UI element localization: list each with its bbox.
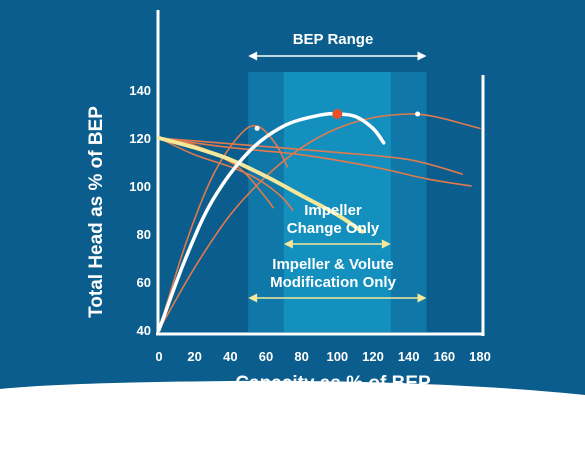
impeller-change-arrow	[283, 239, 391, 249]
y-axis-title: Total Head as % of BEP	[86, 106, 107, 318]
volute-modification-arrow	[248, 293, 427, 303]
system-curve-3	[158, 137, 472, 187]
head-curve-small	[158, 124, 289, 331]
impeller-change-label-line2: Change Only	[287, 220, 380, 237]
y-tick-label: 40	[137, 323, 151, 338]
system-curve-4	[158, 137, 463, 175]
y-tick-label: 80	[137, 227, 151, 242]
head-curve-large	[158, 113, 481, 331]
system-curve-2	[158, 137, 294, 211]
x-tick-label: 80	[294, 349, 308, 364]
x-tick-label: 0	[155, 349, 162, 364]
curve-point-marker	[254, 125, 260, 131]
x-tick-label: 140	[398, 349, 420, 364]
impeller-change-label-line1: Impeller	[304, 202, 362, 219]
x-tick-label: 20	[187, 349, 201, 364]
x-tick-label: 100	[326, 349, 348, 364]
x-tick-label: 60	[259, 349, 273, 364]
x-tick-label: 180	[469, 349, 491, 364]
volute-modification-label-line1: Impeller & Volute	[272, 256, 393, 273]
y-tick-label: 140	[129, 83, 151, 98]
bep-range-label: BEP Range	[293, 31, 374, 48]
head-curve-bep	[157, 112, 386, 332]
x-tick-label: 160	[433, 349, 455, 364]
volute-modification-label-line2: Modification Only	[270, 274, 396, 291]
bep-range-arrow	[248, 51, 427, 61]
reference-curve	[157, 136, 365, 234]
y-tick-label: 100	[129, 179, 151, 194]
y-tick-label: 60	[137, 275, 151, 290]
y-tick-label: 120	[129, 131, 151, 146]
x-tick-label: 120	[362, 349, 384, 364]
x-tick-label: 40	[223, 349, 237, 364]
system-curve-1	[158, 137, 274, 209]
bep-point-marker	[332, 109, 343, 119]
curve-point-marker	[415, 111, 421, 117]
x-axis-title: Capacity as % of BEP	[235, 373, 431, 394]
